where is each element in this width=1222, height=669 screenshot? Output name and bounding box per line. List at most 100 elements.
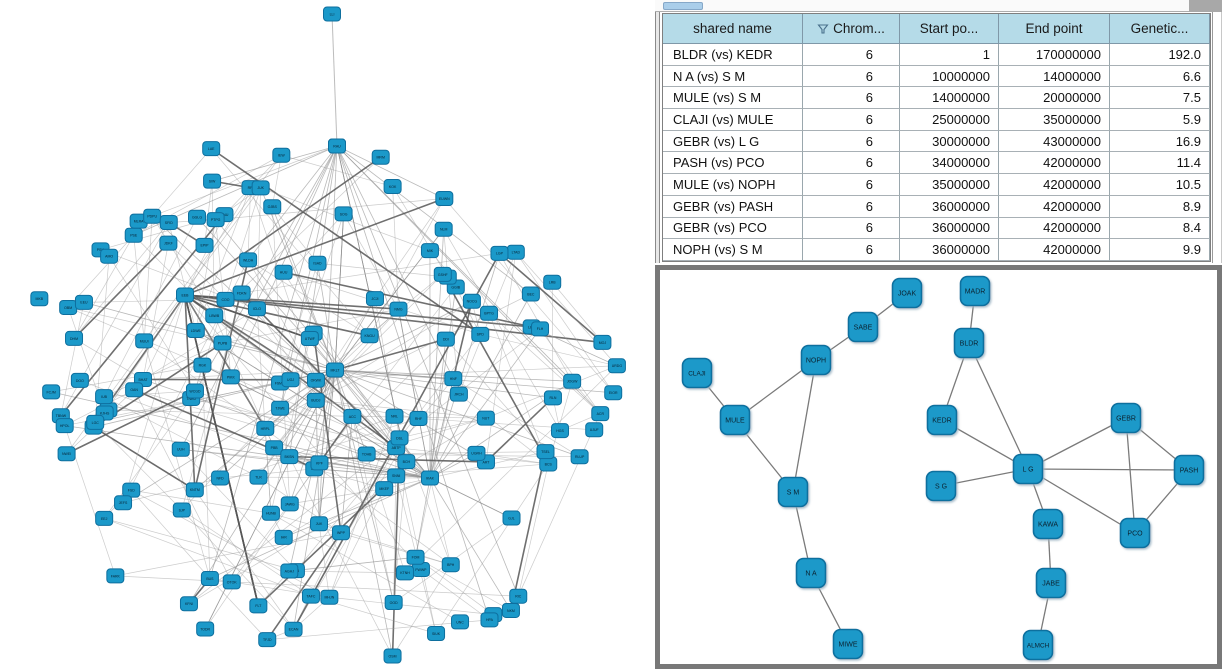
network-node[interactable]: HUU xyxy=(274,264,293,280)
network-node[interactable]: UGJ xyxy=(281,372,300,388)
network-node[interactable]: FARK xyxy=(106,568,125,584)
network-node-l-g[interactable]: L G xyxy=(1012,453,1044,485)
network-node[interactable]: OSM xyxy=(383,648,402,664)
network-node[interactable]: BPH xyxy=(441,557,460,573)
network-edge[interactable] xyxy=(1027,417,1127,470)
network-node-s-m[interactable]: S M xyxy=(777,476,809,508)
network-node[interactable]: IUB xyxy=(95,389,114,405)
network-node[interactable]: LBWB xyxy=(205,308,224,324)
network-node[interactable]: KNTM xyxy=(185,482,204,498)
network-node[interactable]: KOK xyxy=(383,179,402,195)
network-node[interactable]: AMO xyxy=(100,248,119,264)
network-node[interactable]: LTAD xyxy=(506,244,525,260)
network-node[interactable]: TODR xyxy=(196,621,215,637)
table-row[interactable]: GEBR (vs) PASH 6 36000000 42000000 8.9 xyxy=(663,195,1210,218)
network-node[interactable]: EEB xyxy=(176,287,194,303)
network-node[interactable]: DDI xyxy=(436,331,455,347)
network-node-s-g[interactable]: S G xyxy=(925,470,957,502)
network-node[interactable]: RLN xyxy=(543,390,562,406)
network-node[interactable]: IHR xyxy=(274,529,293,545)
network-node[interactable]: LGP xyxy=(490,245,509,261)
network-node-sabe[interactable]: SABE xyxy=(847,311,879,343)
network-node[interactable]: BCH xyxy=(397,454,416,470)
network-node[interactable]: JUK xyxy=(310,516,329,532)
table-row[interactable]: GEBR (vs) L G 6 30000000 43000000 16.9 xyxy=(663,130,1210,153)
network-node[interactable]: NFD xyxy=(211,470,230,486)
network-node[interactable]: SIUK xyxy=(427,625,446,641)
network-node[interactable]: BUDJ xyxy=(306,392,325,408)
network-edge[interactable] xyxy=(1027,468,1190,471)
network-node[interactable]: JRCH xyxy=(449,386,468,402)
network-node[interactable]: ECAN xyxy=(284,621,303,637)
column-header-chromosome[interactable]: Chrom... xyxy=(803,14,900,44)
network-node[interactable]: TLR xyxy=(249,469,268,485)
small-network-canvas[interactable]: JOAK MADR SABE NOPH BLDR CLAJI MULE KEDR GEBR L G… xyxy=(660,270,1217,664)
network-node-almch[interactable]: ALMCH xyxy=(1022,629,1054,661)
network-node[interactable]: HPOL xyxy=(55,418,74,434)
network-node[interactable]: PTPG xyxy=(206,212,225,228)
table-row[interactable]: BLDR (vs) KEDR 6 1 170000000 192.0 xyxy=(663,44,1210,66)
network-node[interactable]: ISAD xyxy=(308,255,327,271)
network-node[interactable]: KPF xyxy=(310,455,329,471)
network-node[interactable]: JEFS xyxy=(114,495,133,511)
network-node[interactable]: MHJN xyxy=(320,589,339,605)
network-node[interactable]: LDWE xyxy=(186,323,205,339)
column-header-shared-name[interactable]: shared name xyxy=(663,14,803,44)
network-node[interactable]: KNGU xyxy=(360,328,379,344)
network-node[interactable]: LRB xyxy=(543,274,562,290)
table-row[interactable]: MULE (vs) S M 6 14000000 20000000 7.5 xyxy=(663,87,1210,110)
network-node[interactable]: JDKF xyxy=(159,235,178,251)
network-node[interactable]: RAU xyxy=(328,138,346,154)
network-node[interactable]: EIOR xyxy=(604,385,623,401)
table-row[interactable]: NOPH (vs) S M 6 36000000 42000000 9.9 xyxy=(663,239,1210,261)
network-node[interactable]: HNF xyxy=(444,371,463,387)
table-row[interactable]: N A (vs) S M 6 10000000 14000000 6.6 xyxy=(663,65,1210,88)
network-node-jabe[interactable]: JABE xyxy=(1035,567,1067,599)
network-node[interactable]: MKEF xyxy=(375,481,394,497)
network-node[interactable]: COO xyxy=(216,291,235,307)
network-node[interactable]: EUWN xyxy=(435,191,454,207)
network-node[interactable]: UNC xyxy=(451,614,470,630)
network-node[interactable]: DOO xyxy=(70,372,89,388)
large-network-canvas[interactable]: LLIGRCEEBFWWPGGIBISADGNUKNGUJBBTJWETBNWN… xyxy=(0,0,655,669)
network-node[interactable]: WLDH xyxy=(239,252,258,268)
network-node[interactable]: MUUI xyxy=(135,333,154,349)
table-row[interactable]: MULE (vs) NOPH 6 35000000 42000000 10.5 xyxy=(663,174,1210,196)
network-node[interactable]: OJBS xyxy=(263,199,282,215)
network-node[interactable]: BPTG xyxy=(480,305,499,321)
network-node[interactable]: PDPU xyxy=(143,208,162,224)
column-header-end-point[interactable]: End point xyxy=(999,14,1110,44)
network-node[interactable]: FDKN xyxy=(232,285,251,301)
network-node[interactable]: OBM xyxy=(59,299,78,315)
network-node-n-a[interactable]: N A xyxy=(795,557,827,589)
network-node[interactable]: WPP xyxy=(331,525,350,541)
network-node[interactable]: SOG xyxy=(334,206,353,222)
network-node[interactable]: NLM xyxy=(434,221,453,237)
table-row[interactable]: PASH (vs) PCO 6 34000000 42000000 11.4 xyxy=(663,152,1210,175)
table-row[interactable]: GEBR (vs) PCO 6 36000000 42000000 8.4 xyxy=(663,217,1210,240)
network-node[interactable]: RHF xyxy=(409,410,428,426)
network-node[interactable]: PIKK xyxy=(221,369,240,385)
network-node[interactable]: GSHF xyxy=(433,266,452,282)
network-node[interactable]: EPIP xyxy=(195,237,214,253)
network-node[interactable]: NUT xyxy=(476,410,495,426)
network-node[interactable]: PSE xyxy=(124,227,143,243)
network-node[interactable]: TOHB xyxy=(357,446,376,462)
network-node[interactable]: LGC xyxy=(86,414,105,430)
network-node[interactable]: HUNB xyxy=(261,505,280,521)
network-node[interactable]: JAWG xyxy=(280,496,299,512)
network-node[interactable]: RGK xyxy=(193,357,212,373)
network-node-joak[interactable]: JOAK xyxy=(891,277,923,309)
scrollbar-thumb[interactable] xyxy=(663,2,703,10)
network-node[interactable]: FLH xyxy=(531,321,550,337)
network-node[interactable]: FCJM xyxy=(42,384,61,400)
network-node[interactable]: SNNI xyxy=(387,468,406,484)
network-edge[interactable] xyxy=(792,359,817,493)
network-node[interactable]: DHM xyxy=(65,330,84,346)
network-node[interactable]: PUPB xyxy=(213,335,232,351)
network-node[interactable]: SJP xyxy=(172,502,191,518)
network-node[interactable]: OKWK xyxy=(306,372,325,388)
network-node[interactable]: RLUP xyxy=(570,449,589,465)
network-node[interactable]: BKSN xyxy=(280,449,299,465)
network-node[interactable]: ACR xyxy=(591,406,610,422)
